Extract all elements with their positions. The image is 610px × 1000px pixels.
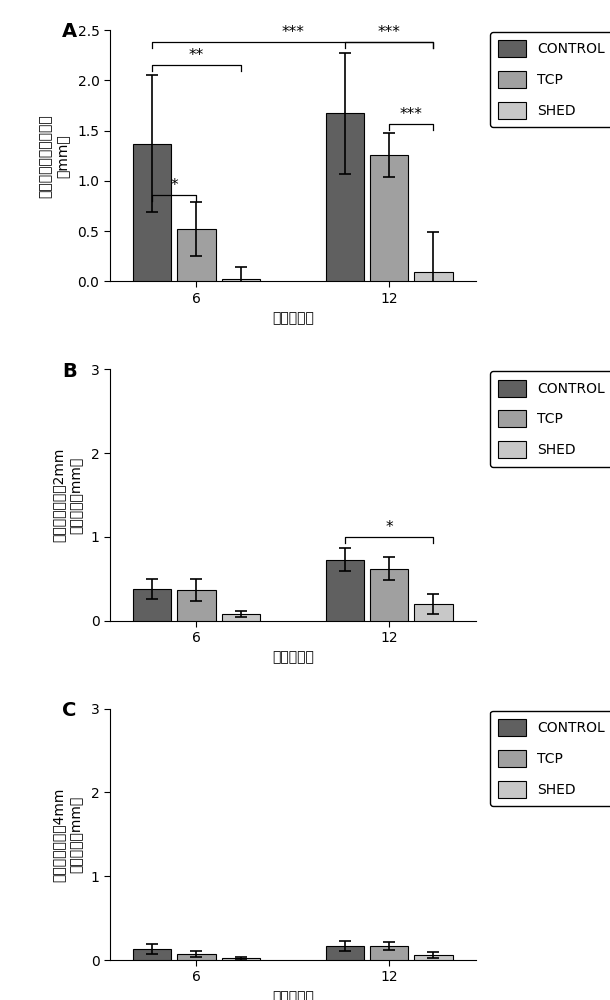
Bar <box>133 589 171 621</box>
Bar <box>221 614 260 621</box>
Text: *: * <box>386 520 393 535</box>
Bar <box>370 569 408 621</box>
Bar <box>414 604 453 621</box>
Bar <box>221 958 260 960</box>
X-axis label: 时间（周）: 时间（周） <box>272 651 314 665</box>
Bar <box>133 949 171 960</box>
Legend: CONTROL, TCP, SHED: CONTROL, TCP, SHED <box>490 32 610 127</box>
Bar <box>326 560 364 621</box>
Text: ***: *** <box>400 107 423 122</box>
Bar <box>178 590 216 621</box>
Bar <box>370 155 408 281</box>
Bar <box>178 954 216 960</box>
Bar <box>221 279 260 281</box>
Text: B: B <box>62 362 77 381</box>
Bar <box>370 946 408 960</box>
Legend: CONTROL, TCP, SHED: CONTROL, TCP, SHED <box>490 371 610 467</box>
Y-axis label: 舌侧牙槽崾顶下4mm
宽度变化（mm）: 舌侧牙槽崾顶下4mm 宽度变化（mm） <box>51 787 84 882</box>
Bar <box>326 113 364 281</box>
Text: *: * <box>171 178 178 193</box>
Text: ***: *** <box>281 25 304 40</box>
Bar <box>326 946 364 960</box>
Bar <box>414 272 453 281</box>
Legend: CONTROL, TCP, SHED: CONTROL, TCP, SHED <box>490 711 610 806</box>
Bar <box>414 955 453 960</box>
Text: ***: *** <box>378 25 401 40</box>
Y-axis label: 舌侧牙槽崾顶下2mm
宽度变化（mm）: 舌侧牙槽崾顶下2mm 宽度变化（mm） <box>51 448 84 542</box>
Bar <box>133 144 171 281</box>
X-axis label: 时间（周）: 时间（周） <box>272 990 314 1000</box>
X-axis label: 时间（周）: 时间（周） <box>272 311 314 325</box>
Bar <box>178 229 216 281</box>
Y-axis label: 舌侧牙槽崾顶宽度变化
（mm）: 舌侧牙槽崾顶宽度变化 （mm） <box>38 114 70 198</box>
Text: **: ** <box>189 48 204 63</box>
Text: C: C <box>62 701 77 720</box>
Text: A: A <box>62 22 77 41</box>
